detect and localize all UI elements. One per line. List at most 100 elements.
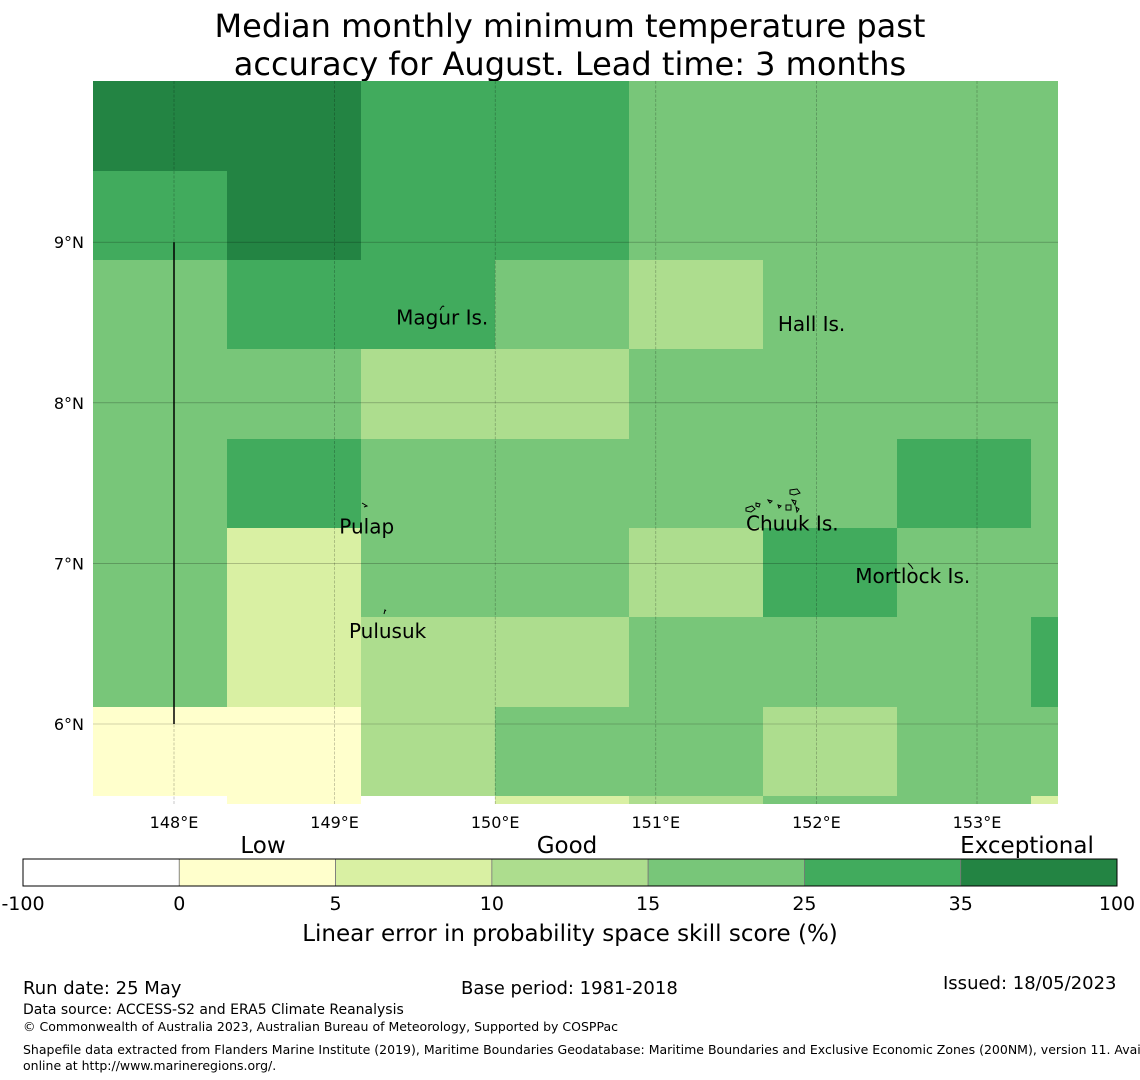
- map-cell: [495, 617, 629, 707]
- map-cell: [897, 796, 1031, 804]
- latitude-tick-label: 9°N: [54, 233, 84, 252]
- map-cell: [763, 707, 897, 796]
- map-cell: [763, 260, 897, 349]
- map-cell: [361, 707, 495, 796]
- map-cell: [227, 171, 361, 260]
- map-cell: [495, 796, 629, 804]
- chuuk-islands-outline: [745, 488, 801, 514]
- map-cell: [629, 617, 763, 707]
- map-cell: [897, 260, 1031, 349]
- colorbar-bin: [804, 858, 962, 887]
- skill-score-map: 148°E 149°E 150°E 151°E 152°E 153°E 9°N 8°N 7°N 6…: [1, 81, 1135, 947]
- place-label: Magur Is.: [396, 306, 488, 330]
- map-cell: [361, 617, 495, 707]
- latitude-tick-label: 7°N: [54, 554, 84, 573]
- longitude-tick-label: 150°E: [471, 813, 520, 832]
- map-cell: [93, 439, 227, 528]
- longitude-tick-label: 149°E: [310, 813, 359, 832]
- longitude-tick-label: 148°E: [150, 813, 199, 832]
- map-cell: [763, 796, 897, 804]
- map-cell: [227, 439, 361, 528]
- place-label: Pulap: [339, 514, 394, 538]
- map-cell: [495, 439, 629, 528]
- map-cell: [495, 171, 629, 260]
- latitude-tick-label: 6°N: [54, 715, 84, 734]
- map-cell: [897, 439, 1031, 528]
- pulap-island-outline: [361, 502, 369, 508]
- colorbar-tick-label: 15: [636, 893, 660, 915]
- map-cell: [1031, 81, 1058, 171]
- colorbar-bin: [491, 858, 649, 887]
- map-cell: [1031, 796, 1058, 804]
- island-outlines: [361, 305, 914, 615]
- place-labels: Magur Is. Hall Is. Pulap Chuuk Is. Mortlock …: [339, 306, 970, 643]
- map-cell: [897, 349, 1031, 439]
- map-cell: [495, 81, 629, 171]
- map-cell: [629, 796, 763, 804]
- colorbar-tick-label: 10: [480, 893, 504, 915]
- map-cell: [227, 617, 361, 707]
- colorbar-tick-label: 25: [792, 893, 816, 915]
- map-cell: [495, 528, 629, 617]
- map-cell: [361, 171, 495, 260]
- longitude-tick-label: 153°E: [953, 813, 1002, 832]
- map-cell: [361, 349, 495, 439]
- map-cell: [763, 617, 897, 707]
- map-cell: [763, 528, 897, 617]
- map-cell: [1031, 617, 1058, 707]
- map-cell: [629, 528, 763, 617]
- longitude-tick-label: 151°E: [631, 813, 680, 832]
- run-date: Run date: 25 May: [23, 978, 182, 999]
- place-label: Mortlock Is.: [855, 564, 970, 588]
- base-period: Base period: 1981-2018: [461, 978, 678, 999]
- map-cell: [495, 349, 629, 439]
- place-label: Pulusuk: [349, 619, 427, 643]
- place-label: Hall Is.: [778, 312, 845, 336]
- colorbar-category-label: Exceptional: [960, 833, 1094, 859]
- map-cell: [763, 439, 897, 528]
- longitude-tick-label: 152°E: [792, 813, 841, 832]
- magur-island-outline: [439, 305, 445, 311]
- map-cell: [897, 528, 1031, 617]
- map-cell: [93, 349, 227, 439]
- mortlock-islands-outline: [907, 562, 914, 570]
- map-cell: [495, 707, 629, 796]
- map-cell: [227, 260, 361, 349]
- map-cell: [361, 81, 495, 171]
- colorbar-bin: [22, 858, 180, 887]
- map-cell: [361, 528, 495, 617]
- map-cell: [227, 796, 361, 804]
- map-cell: [93, 260, 227, 349]
- map-cell: [361, 260, 495, 349]
- map-cell: [1031, 439, 1058, 528]
- map-cell: [897, 617, 1031, 707]
- map-cell: [1031, 707, 1058, 796]
- place-label: Chuuk Is.: [746, 511, 839, 535]
- map-cell: [93, 796, 227, 804]
- map-cells: [93, 81, 1058, 804]
- copyright-note: © Commonwealth of Australia 2023, Austra…: [23, 1019, 618, 1034]
- map-cell: [763, 81, 897, 171]
- latitude-tick-label: 8°N: [54, 394, 84, 413]
- map-cell: [361, 796, 495, 804]
- colorbar-bin: [960, 858, 1118, 887]
- map-cell: [629, 707, 763, 796]
- colorbar-legend: -100 0 5 10 15 25 35 100 Low Good Exceptional Linea…: [1, 833, 1135, 947]
- colorbar-tick-label: 100: [1099, 893, 1135, 915]
- map-title-line-1: Median monthly minimum temperature past: [214, 7, 926, 45]
- data-source: Data source: ACCESS-S2 and ERA5 Climate …: [23, 1002, 404, 1018]
- map-cell: [763, 349, 897, 439]
- map-cell: [227, 81, 361, 171]
- map-cell: [897, 707, 1031, 796]
- colorbar-category-label: Good: [537, 833, 598, 859]
- map-cell: [93, 171, 227, 260]
- map-cell: [93, 528, 227, 617]
- colorbar-tick-label: 0: [173, 893, 185, 915]
- map-cell: [1031, 260, 1058, 349]
- colorbar-tick-label: 35: [949, 893, 973, 915]
- map-cell: [93, 707, 227, 796]
- colorbar-bin: [647, 858, 805, 887]
- map-cell: [629, 349, 763, 439]
- map-cell: [763, 171, 897, 260]
- map-cell: [629, 81, 763, 171]
